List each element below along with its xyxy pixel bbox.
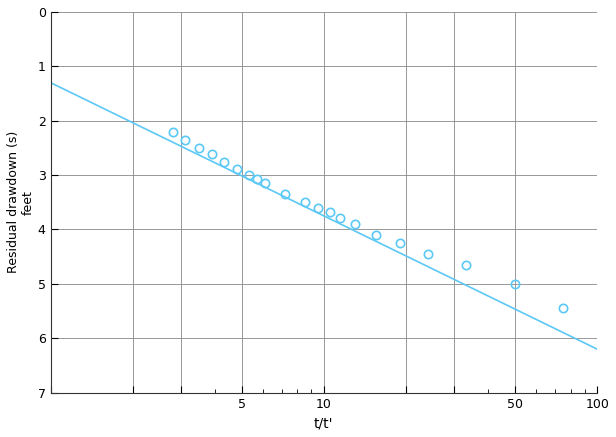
- X-axis label: t/t': t/t': [314, 416, 334, 430]
- Y-axis label: Residual drawdown (s)
feet: Residual drawdown (s) feet: [7, 131, 35, 274]
